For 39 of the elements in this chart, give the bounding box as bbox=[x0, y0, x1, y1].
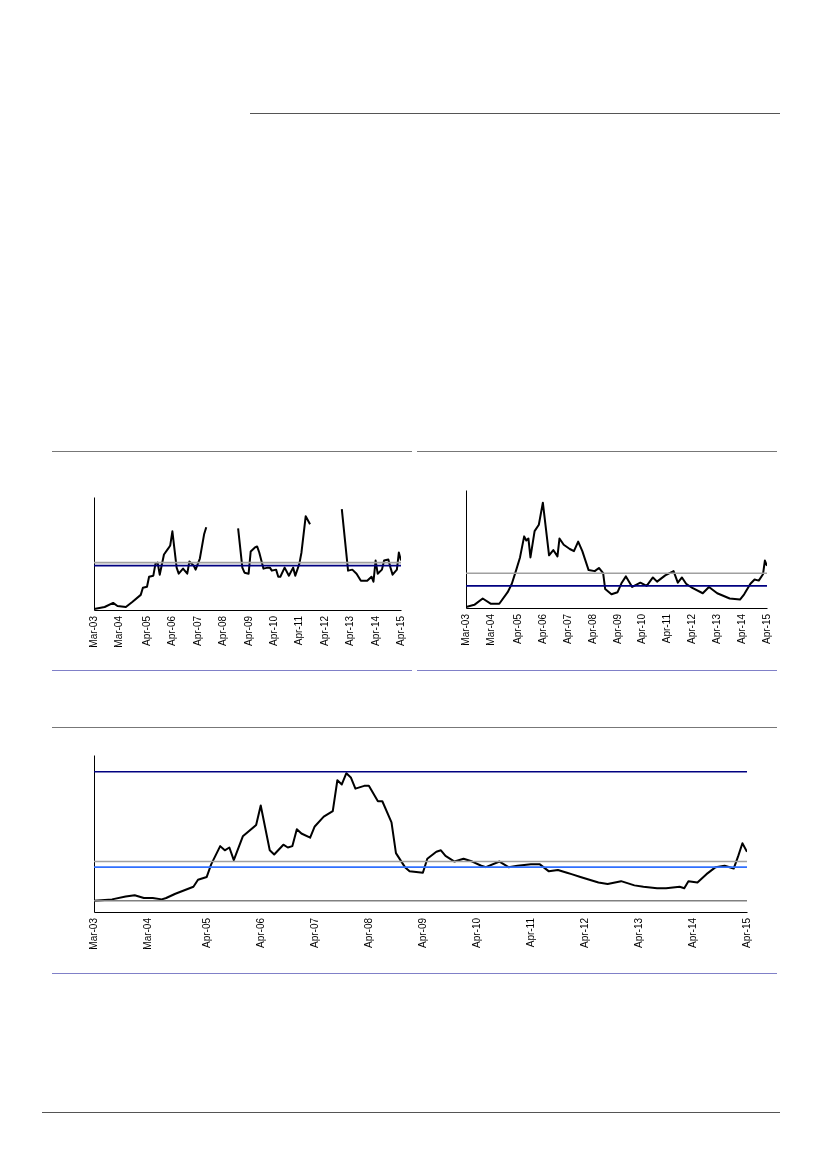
x-tick-label: Apr-08 bbox=[586, 613, 598, 645]
x-tick-label: Apr-08 bbox=[362, 917, 374, 949]
x-tick-label: Apr-15 bbox=[395, 615, 406, 647]
x-tick-label: Mar-04 bbox=[484, 613, 496, 646]
x-tick-label: Apr-15 bbox=[761, 613, 772, 645]
x-tick-label: Apr-07 bbox=[191, 615, 203, 647]
x-tick-label: Apr-10 bbox=[268, 615, 279, 647]
x-tick-label: Apr-09 bbox=[242, 615, 254, 647]
x-tick-label: Mar-04 bbox=[142, 917, 154, 950]
x-tick-label: Apr-14 bbox=[369, 615, 381, 647]
x-tick-label: Apr-05 bbox=[141, 615, 152, 647]
x-tick-label: Apr-09 bbox=[611, 613, 623, 645]
x-tick-label: Apr-14 bbox=[687, 917, 698, 949]
x-tick-label: Mar-03 bbox=[88, 615, 99, 648]
x-tick-label: Apr-13 bbox=[711, 613, 723, 645]
x-tick-label: Apr-07 bbox=[561, 613, 573, 645]
x-tick-label: Apr-12 bbox=[579, 917, 591, 949]
x-tick-label: Apr-14 bbox=[736, 613, 748, 645]
x-tick-label: Apr-06 bbox=[254, 917, 266, 949]
x-tick-label: Apr-10 bbox=[636, 613, 648, 645]
x-tick-label: Apr-13 bbox=[633, 917, 645, 949]
x-tick-label: Apr-08 bbox=[217, 615, 229, 647]
x-tick-label: Apr-12 bbox=[318, 615, 330, 647]
x-tick-label: Apr-11 bbox=[524, 917, 536, 948]
x-tick-label: Apr-07 bbox=[308, 917, 320, 949]
x-tick-label: Apr-05 bbox=[200, 917, 212, 949]
x-tick-label: Mar-04 bbox=[113, 615, 125, 648]
x-tick-label: Apr-06 bbox=[536, 613, 548, 645]
x-tick-label: Apr-11 bbox=[293, 615, 305, 646]
x-tick-label: Apr-09 bbox=[416, 917, 428, 949]
x-tick-label: Apr-06 bbox=[166, 615, 178, 647]
x-tick-label: Apr-11 bbox=[661, 613, 673, 644]
x-tick-label: Apr-05 bbox=[511, 613, 523, 645]
x-tick-label: Mar-03 bbox=[88, 917, 99, 950]
x-tick-label: Apr-12 bbox=[686, 613, 698, 645]
x-tick-label: Apr-13 bbox=[344, 615, 356, 647]
x-tick-label: Mar-03 bbox=[460, 613, 471, 646]
x-tick-label: Apr-10 bbox=[470, 917, 482, 949]
x-tick-label: Apr-15 bbox=[741, 917, 752, 949]
